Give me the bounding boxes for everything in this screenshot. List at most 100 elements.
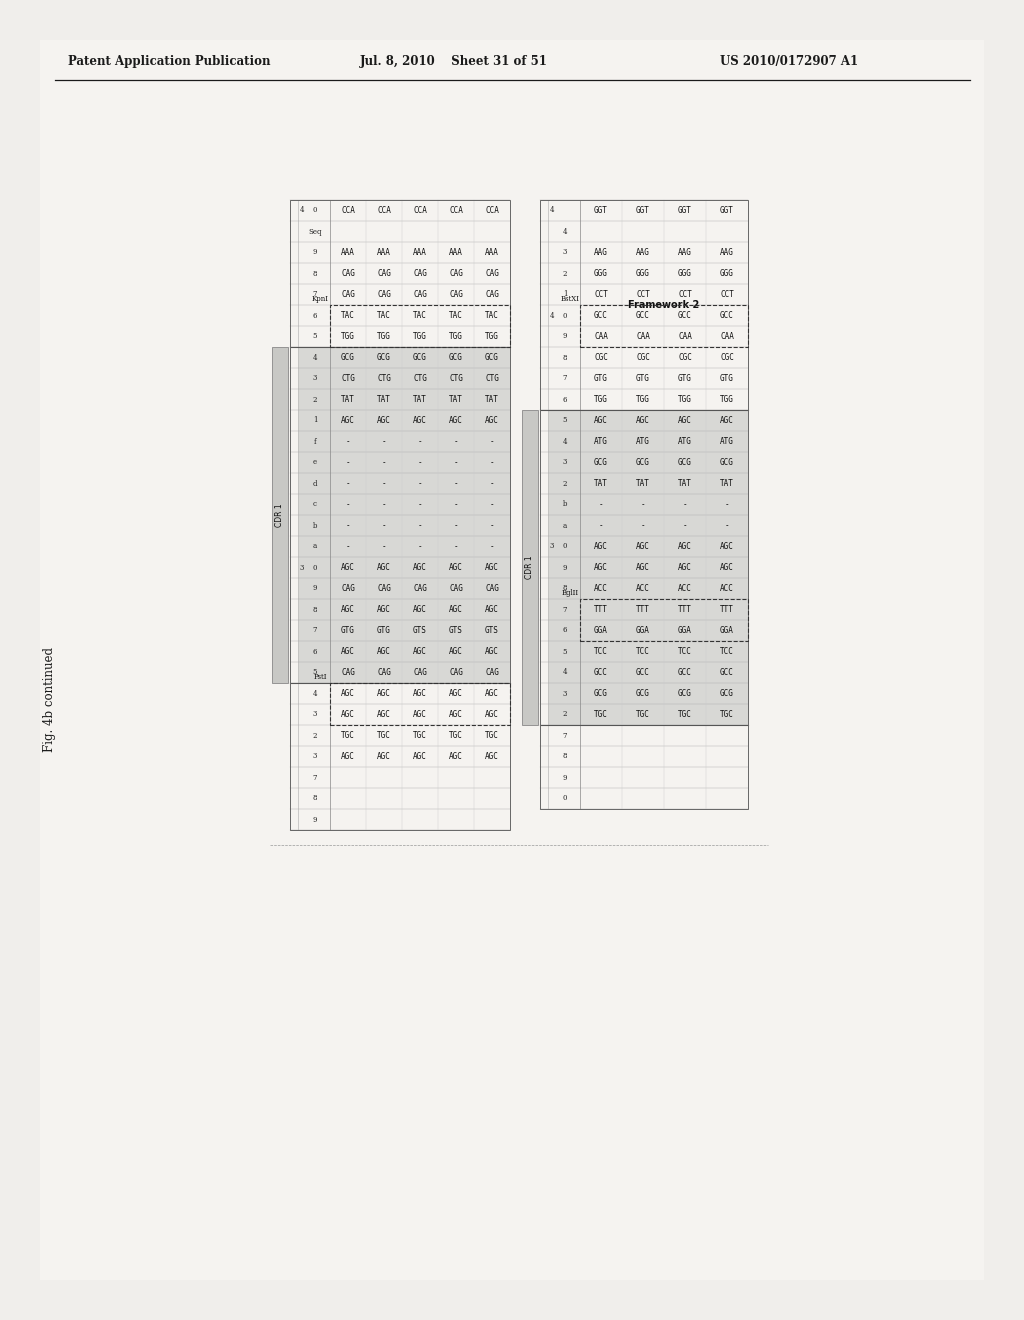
Text: AGC: AGC: [377, 605, 391, 614]
Text: AGC: AGC: [413, 416, 427, 425]
Text: CAG: CAG: [485, 583, 499, 593]
Text: AGC: AGC: [450, 752, 463, 762]
Text: TTT: TTT: [594, 605, 608, 614]
Text: -: -: [683, 521, 687, 531]
Text: AGC: AGC: [377, 689, 391, 698]
Text: ACC: ACC: [720, 583, 734, 593]
Text: TGG: TGG: [413, 333, 427, 341]
Text: GGA: GGA: [678, 626, 692, 635]
Text: -: -: [382, 458, 386, 467]
Text: CAG: CAG: [450, 668, 463, 677]
Text: -: -: [489, 458, 495, 467]
Text: CAA: CAA: [678, 333, 692, 341]
Text: -: -: [346, 543, 350, 550]
Text: 3: 3: [563, 689, 567, 697]
Bar: [290, 368, 510, 389]
Bar: [540, 704, 748, 725]
Text: 7: 7: [312, 627, 317, 635]
Text: AGC: AGC: [341, 564, 355, 572]
Text: e: e: [313, 458, 317, 466]
Text: GGG: GGG: [678, 269, 692, 279]
Text: ATG: ATG: [720, 437, 734, 446]
Bar: [540, 642, 748, 663]
Bar: [290, 432, 510, 451]
Bar: [290, 642, 510, 663]
Bar: [540, 536, 748, 557]
Text: 2: 2: [563, 269, 567, 277]
Text: GCG: GCG: [636, 689, 650, 698]
Text: 9: 9: [312, 816, 317, 824]
Text: -: -: [641, 521, 645, 531]
Text: -: -: [418, 437, 422, 446]
Text: 3: 3: [312, 710, 317, 718]
Text: -: -: [489, 437, 495, 446]
Text: AGC: AGC: [377, 647, 391, 656]
Text: -: -: [454, 479, 459, 488]
Bar: [540, 557, 748, 578]
Text: GCC: GCC: [678, 668, 692, 677]
Text: AGC: AGC: [485, 710, 499, 719]
Text: -: -: [382, 543, 386, 550]
Text: d: d: [312, 479, 317, 487]
Text: TGC: TGC: [720, 710, 734, 719]
Text: CAG: CAG: [485, 290, 499, 300]
Text: -: -: [346, 521, 350, 531]
Text: GCG: GCG: [485, 352, 499, 362]
Text: AGC: AGC: [341, 647, 355, 656]
Bar: [540, 432, 748, 451]
Bar: [540, 473, 748, 494]
Text: -: -: [489, 479, 495, 488]
Bar: [540, 201, 548, 809]
Text: AGC: AGC: [485, 689, 499, 698]
Text: GGA: GGA: [594, 626, 608, 635]
Text: ACC: ACC: [594, 583, 608, 593]
Text: -: -: [346, 437, 350, 446]
Bar: [290, 201, 298, 830]
Text: 3: 3: [300, 564, 304, 572]
Text: AGC: AGC: [450, 564, 463, 572]
Text: AGC: AGC: [413, 752, 427, 762]
Text: 3: 3: [312, 752, 317, 760]
Text: CAG: CAG: [450, 583, 463, 593]
Text: TTT: TTT: [678, 605, 692, 614]
Text: TGC: TGC: [594, 710, 608, 719]
Text: 6: 6: [563, 396, 567, 404]
Text: AGC: AGC: [636, 416, 650, 425]
Text: Seq: Seq: [308, 227, 322, 235]
Bar: [330, 305, 510, 347]
Text: AGC: AGC: [377, 710, 391, 719]
Text: AGC: AGC: [594, 543, 608, 550]
Bar: [290, 473, 510, 494]
Text: 2: 2: [563, 710, 567, 718]
Text: -: -: [599, 500, 603, 510]
Text: GGG: GGG: [636, 269, 650, 279]
Text: GGT: GGT: [594, 206, 608, 215]
Text: -: -: [454, 521, 459, 531]
Text: TGC: TGC: [341, 731, 355, 741]
Text: TAT: TAT: [678, 479, 692, 488]
Bar: [290, 663, 510, 682]
Text: AGC: AGC: [594, 564, 608, 572]
Text: CTG: CTG: [450, 374, 463, 383]
Text: -: -: [346, 458, 350, 467]
Text: CAG: CAG: [485, 269, 499, 279]
Text: 7: 7: [563, 375, 567, 383]
Bar: [290, 557, 510, 578]
Text: TGG: TGG: [636, 395, 650, 404]
Text: TGG: TGG: [485, 333, 499, 341]
Text: a: a: [563, 521, 567, 529]
Text: GCC: GCC: [720, 312, 734, 319]
Text: CCA: CCA: [450, 206, 463, 215]
Text: CGC: CGC: [678, 352, 692, 362]
Text: AGC: AGC: [485, 647, 499, 656]
Text: AAA: AAA: [413, 248, 427, 257]
Text: -: -: [382, 500, 386, 510]
Text: TTT: TTT: [636, 605, 650, 614]
Text: -: -: [454, 458, 459, 467]
Text: AGC: AGC: [341, 605, 355, 614]
Text: -: -: [382, 479, 386, 488]
Text: 4: 4: [563, 437, 567, 446]
Text: 9: 9: [312, 585, 317, 593]
Text: AAG: AAG: [636, 248, 650, 257]
Text: GCG: GCG: [377, 352, 391, 362]
